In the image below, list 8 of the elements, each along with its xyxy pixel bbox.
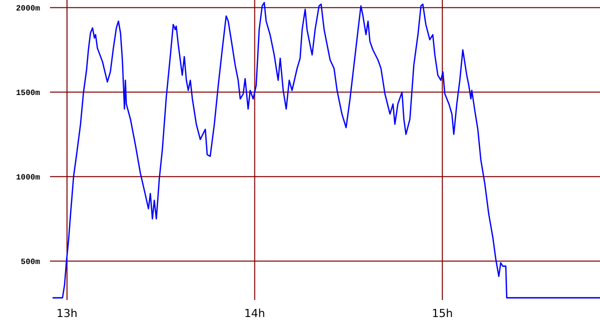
line-series [52,2,600,298]
x-tick-label: 14h [244,307,266,320]
y-tick-label: 2000m [16,4,40,14]
x-tick-label: 15h [432,307,453,320]
y-tick-label: 500m [20,258,40,267]
x-tick-label: 13h [56,307,78,320]
y-tick-label: 1000m [16,173,40,182]
y-tick-label: 1500m [16,88,40,98]
